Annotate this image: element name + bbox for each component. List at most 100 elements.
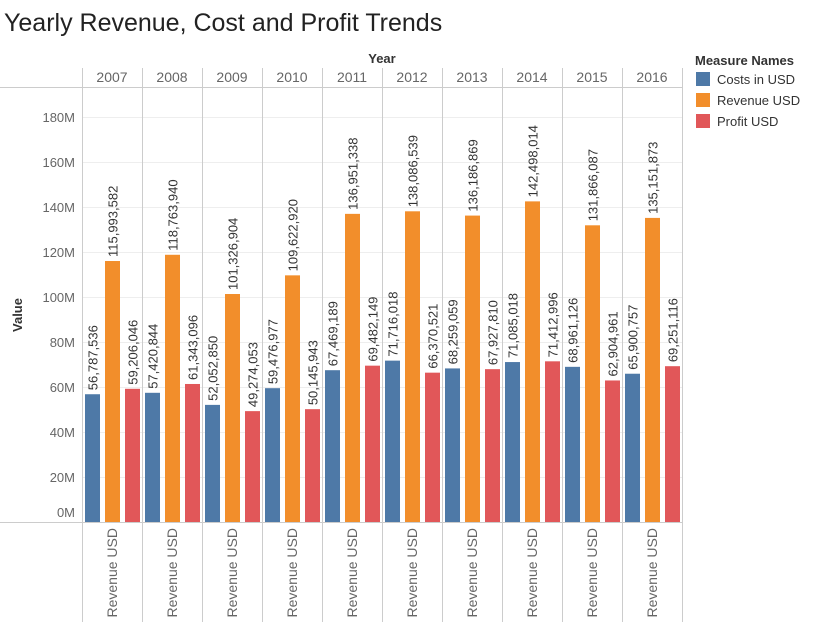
data-label: 68,259,059 xyxy=(446,299,461,364)
data-label: 115,993,582 xyxy=(106,186,121,257)
legend-swatch[interactable] xyxy=(696,114,710,128)
y-tick-label: 40M xyxy=(50,425,75,440)
bar[interactable] xyxy=(585,225,600,522)
year-header: 2013 xyxy=(456,69,487,85)
year-header: 2008 xyxy=(156,69,187,85)
bar[interactable] xyxy=(605,380,620,522)
data-label: 131,866,087 xyxy=(586,149,601,221)
bar[interactable] xyxy=(285,275,300,522)
bar[interactable] xyxy=(425,372,440,522)
year-header: 2010 xyxy=(276,69,307,85)
bar[interactable] xyxy=(525,201,540,523)
bar[interactable] xyxy=(245,411,260,522)
data-label: 118,763,940 xyxy=(166,179,181,250)
data-label: 71,085,018 xyxy=(506,293,521,358)
bar[interactable] xyxy=(365,365,380,522)
legend-item[interactable]: Profit USD xyxy=(717,114,778,129)
data-label: 59,476,977 xyxy=(266,319,281,384)
y-tick-label: 100M xyxy=(42,290,75,305)
bottom-label: Revenue USD xyxy=(104,528,120,618)
data-label: 109,622,920 xyxy=(286,199,301,271)
data-label: 67,927,810 xyxy=(486,300,501,365)
data-label: 101,326,904 xyxy=(226,218,241,290)
bottom-label: Revenue USD xyxy=(164,528,180,618)
data-label: 68,961,126 xyxy=(566,298,581,363)
data-label: 62,904,961 xyxy=(606,311,621,376)
bottom-label: Revenue USD xyxy=(404,528,420,618)
y-tick-label: 140M xyxy=(42,200,75,215)
y-tick-label: 80M xyxy=(50,335,75,350)
bar[interactable] xyxy=(265,388,280,522)
year-header: 2011 xyxy=(337,69,367,85)
bottom-label: Revenue USD xyxy=(464,528,480,618)
chart-title: Yearly Revenue, Cost and Profit Trends xyxy=(4,9,442,37)
bar[interactable] xyxy=(405,211,420,522)
y-axis-label: Value xyxy=(10,298,25,332)
legend-swatch[interactable] xyxy=(696,72,710,86)
data-label: 57,420,844 xyxy=(146,324,161,389)
y-tick-label: 0M xyxy=(57,505,75,520)
y-tick-label: 120M xyxy=(42,245,75,260)
data-label: 136,951,338 xyxy=(346,138,361,210)
bar[interactable] xyxy=(665,366,680,522)
bar[interactable] xyxy=(345,213,360,522)
year-header: 2007 xyxy=(96,69,127,85)
legend-item[interactable]: Costs in USD xyxy=(717,72,795,87)
year-header: 2016 xyxy=(636,69,667,85)
bar[interactable] xyxy=(485,369,500,522)
bar[interactable] xyxy=(145,392,160,522)
bar[interactable] xyxy=(85,394,100,522)
bottom-label: Revenue USD xyxy=(644,528,660,618)
bar[interactable] xyxy=(385,360,400,522)
y-tick-label: 20M xyxy=(50,470,75,485)
bar[interactable] xyxy=(445,368,460,522)
bottom-label: Revenue USD xyxy=(224,528,240,618)
year-header: 2012 xyxy=(396,69,427,85)
data-label: 69,251,116 xyxy=(666,298,681,362)
data-label: 59,206,046 xyxy=(126,320,141,385)
bar[interactable] xyxy=(565,366,580,522)
data-label: 66,370,521 xyxy=(426,304,441,369)
legend-swatch[interactable] xyxy=(696,93,710,107)
bar[interactable] xyxy=(325,370,340,522)
year-header: 2015 xyxy=(576,69,607,85)
bottom-label: Revenue USD xyxy=(284,528,300,618)
data-label: 69,482,149 xyxy=(366,297,381,362)
bar[interactable] xyxy=(165,254,180,522)
y-tick-label: 60M xyxy=(50,380,75,395)
bar[interactable] xyxy=(185,383,200,522)
bar[interactable] xyxy=(105,261,120,522)
legend-item[interactable]: Revenue USD xyxy=(717,93,800,108)
bar[interactable] xyxy=(125,388,140,522)
data-label: 61,343,096 xyxy=(186,315,201,380)
bottom-label: Revenue USD xyxy=(524,528,540,618)
year-header: 2009 xyxy=(216,69,247,85)
data-label: 142,498,014 xyxy=(526,125,541,197)
data-label: 138,086,539 xyxy=(406,135,421,207)
y-tick-label: 160M xyxy=(42,155,75,170)
y-tick-label: 180M xyxy=(42,110,75,125)
bottom-label: Revenue USD xyxy=(344,528,360,618)
bar[interactable] xyxy=(505,362,520,522)
data-label: 56,787,536 xyxy=(86,325,101,390)
bar[interactable] xyxy=(645,217,660,523)
bar[interactable] xyxy=(225,294,240,522)
data-label: 136,186,869 xyxy=(466,139,481,211)
data-label: 67,469,189 xyxy=(326,301,341,366)
bar[interactable] xyxy=(465,215,480,523)
legend-title: Measure Names xyxy=(695,53,794,68)
bar[interactable] xyxy=(625,373,640,522)
bar[interactable] xyxy=(545,361,560,522)
data-label: 52,052,850 xyxy=(206,336,221,401)
data-label: 50,145,943 xyxy=(306,340,321,405)
bar[interactable] xyxy=(305,409,320,522)
data-label: 135,151,873 xyxy=(646,142,661,214)
data-label: 65,900,757 xyxy=(626,305,641,370)
bottom-label: Revenue USD xyxy=(584,528,600,618)
bar[interactable] xyxy=(205,404,220,522)
column-header: Year xyxy=(368,51,395,66)
year-header: 2014 xyxy=(516,69,547,85)
data-label: 71,412,996 xyxy=(546,292,561,357)
data-label: 71,716,018 xyxy=(386,292,401,357)
